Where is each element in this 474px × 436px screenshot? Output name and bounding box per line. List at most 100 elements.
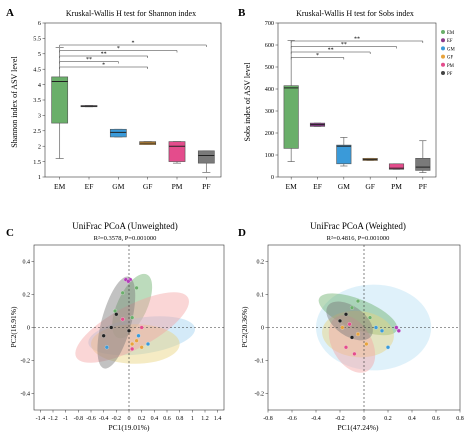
panel-d-ylabel: PC2(20.36%) bbox=[240, 306, 249, 348]
sig-label: * bbox=[132, 40, 135, 46]
plot-frame bbox=[277, 22, 437, 178]
y-tick-label: 500 bbox=[265, 64, 274, 71]
ellipse-pm bbox=[75, 292, 189, 363]
y-tick-label: 600 bbox=[265, 42, 274, 49]
point-pm bbox=[347, 322, 352, 327]
sig-bracket bbox=[290, 40, 424, 43]
point-gf bbox=[139, 345, 144, 350]
panel-b: Kruskal-Wallis H test for Sobs index Sob… bbox=[243, 9, 455, 191]
point-pf bbox=[114, 312, 119, 317]
panel-letter-a: A bbox=[6, 7, 14, 19]
x-tick-label: PF bbox=[202, 182, 210, 191]
y-tick-label: 0.4 bbox=[23, 260, 31, 266]
legend-label: GF bbox=[447, 56, 453, 61]
y-tick-label: 0.2 bbox=[257, 260, 265, 266]
panel-d-title: UniFrac PCoA (Weighted) bbox=[310, 221, 406, 231]
box-pm bbox=[168, 141, 186, 162]
point-gf bbox=[340, 325, 345, 330]
x-tick-label: -0.4 bbox=[99, 416, 109, 422]
sig-bracket bbox=[290, 46, 397, 49]
x-tick-label: EM bbox=[54, 182, 66, 191]
sig-label: ** bbox=[101, 51, 107, 57]
x-tick-label: GM bbox=[338, 182, 350, 191]
panel-a: Kruskal-Wallis H test for Shannon index … bbox=[10, 9, 222, 191]
x-tick-label: -1 bbox=[63, 416, 68, 422]
x-tick-label: 0.6 bbox=[163, 416, 171, 422]
point-gm bbox=[104, 345, 109, 350]
panel-c: UniFrac PCoA (Unweighted) R²=0.3578, P=0… bbox=[9, 221, 225, 432]
plot-area bbox=[268, 245, 460, 410]
legend-marker-ef bbox=[441, 38, 445, 43]
panel-b-ylabel: Sobs index of ASV level bbox=[243, 62, 252, 142]
sig-label: ** bbox=[328, 47, 334, 53]
point-gf bbox=[134, 338, 139, 343]
panel-c-plot: -1.4 -1.2 -1 -0.8 -0.6 -0.4 -0.2 0 0.2 0.4 0.6 0.8 1… bbox=[21, 244, 225, 422]
y-tick-label: 100 bbox=[265, 152, 274, 159]
sig-label: ** bbox=[86, 57, 92, 63]
y-tick-label: 0 bbox=[27, 326, 30, 332]
point-gm bbox=[379, 328, 385, 333]
panel-d-xlabel: PC1(47.24%) bbox=[337, 423, 379, 432]
legend-label: EM bbox=[447, 31, 455, 36]
box-em bbox=[283, 85, 299, 149]
sig-bracket bbox=[59, 55, 148, 58]
y-tick-label: 4 bbox=[38, 82, 41, 89]
point-pm bbox=[120, 317, 125, 322]
point-em bbox=[349, 305, 355, 310]
point-pm bbox=[343, 345, 349, 350]
x-tick-label: 1 bbox=[191, 416, 194, 422]
y-tick-label: -0.4 bbox=[21, 392, 31, 398]
point-em bbox=[134, 285, 139, 290]
x-tick-label: -1.4 bbox=[36, 416, 46, 422]
ellipse-pm bbox=[328, 315, 376, 373]
panel-d-plot: -0.8 -0.6 -0.4 -0.2 0 0.2 0.4 0.6 0.8 -0.2 -0.1 0 0.… bbox=[255, 244, 464, 422]
sig-bracket bbox=[59, 44, 207, 47]
panel-c-title: UniFrac PCoA (Unweighted) bbox=[72, 221, 178, 231]
x-tick-label: 0 bbox=[128, 416, 131, 422]
legend-marker-em bbox=[441, 30, 445, 34]
point-ef bbox=[396, 328, 401, 333]
y-tick-label: 3 bbox=[38, 113, 41, 120]
x-tick-label: GM bbox=[112, 182, 124, 191]
y-tick-label: 5 bbox=[38, 51, 41, 58]
x-tick-label: GF bbox=[143, 182, 153, 191]
panel-b-title: Kruskal-Wallis H test for Sobs index bbox=[296, 9, 414, 18]
x-tick-label: -0.8 bbox=[74, 416, 84, 422]
x-tick-label: 0.2 bbox=[384, 416, 392, 422]
point-pf bbox=[126, 328, 132, 333]
x-tick-label: GF bbox=[365, 182, 375, 191]
x-tick-label: EM bbox=[286, 182, 298, 191]
panel-d: UniFrac PCoA (Weighted) R²=0.4816, P=0.0… bbox=[240, 221, 464, 432]
panel-letter-b: B bbox=[238, 7, 246, 19]
x-tick-label: -0.2 bbox=[112, 416, 122, 422]
x-tick-label: -0.2 bbox=[335, 416, 345, 422]
x-tick-label: PM bbox=[172, 182, 183, 191]
sig-label: ** bbox=[341, 42, 347, 48]
y-tick-label: 300 bbox=[265, 108, 274, 115]
point-pm bbox=[352, 351, 357, 356]
x-tick-label: -0.6 bbox=[86, 416, 96, 422]
x-tick-label: 0.2 bbox=[138, 416, 146, 422]
sig-bracket bbox=[290, 57, 345, 60]
y-tick-label: 0 bbox=[271, 174, 274, 181]
sig-bracket bbox=[59, 66, 148, 69]
panel-a-ylabel: Shannon index of ASV level bbox=[10, 56, 19, 148]
panel-a-title: Kruskal-Wallis H test for Shannon index bbox=[66, 9, 196, 18]
legend-label: PF bbox=[447, 72, 453, 77]
ellipse-gf bbox=[91, 324, 180, 364]
panel-d-subtitle: R²=0.4816, P=0.001000 bbox=[327, 235, 390, 242]
ellipse-pf bbox=[326, 301, 373, 341]
y-tick-label: 2 bbox=[38, 143, 41, 150]
point-pf bbox=[337, 318, 343, 323]
x-tick-label: -0.8 bbox=[263, 416, 273, 422]
point-pf bbox=[349, 335, 355, 340]
y-tick-label: 5.5 bbox=[33, 36, 41, 43]
box-pf bbox=[197, 150, 215, 164]
legend-marker-pm bbox=[441, 62, 445, 67]
box-em bbox=[51, 76, 69, 124]
legend-label: EF bbox=[447, 39, 453, 44]
point-pf bbox=[109, 325, 114, 330]
point-gm bbox=[145, 341, 151, 347]
y-tick-label: -0.2 bbox=[255, 392, 265, 398]
